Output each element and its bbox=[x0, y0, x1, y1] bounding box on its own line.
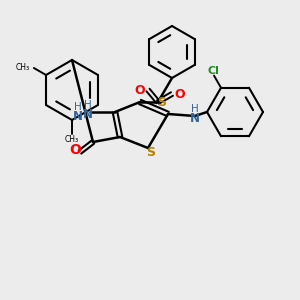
Text: S: S bbox=[158, 95, 166, 109]
Text: N: N bbox=[190, 112, 200, 124]
Text: Cl: Cl bbox=[207, 66, 219, 76]
Text: N: N bbox=[83, 107, 93, 121]
Text: CH₃: CH₃ bbox=[65, 134, 79, 143]
Text: N: N bbox=[73, 110, 83, 124]
Text: H: H bbox=[74, 102, 82, 112]
Text: CH₃: CH₃ bbox=[16, 62, 30, 71]
Text: H: H bbox=[84, 100, 92, 110]
Text: O: O bbox=[135, 83, 145, 97]
Text: H: H bbox=[191, 104, 199, 114]
Text: O: O bbox=[175, 88, 185, 100]
Text: S: S bbox=[146, 146, 155, 160]
Text: O: O bbox=[69, 143, 81, 157]
